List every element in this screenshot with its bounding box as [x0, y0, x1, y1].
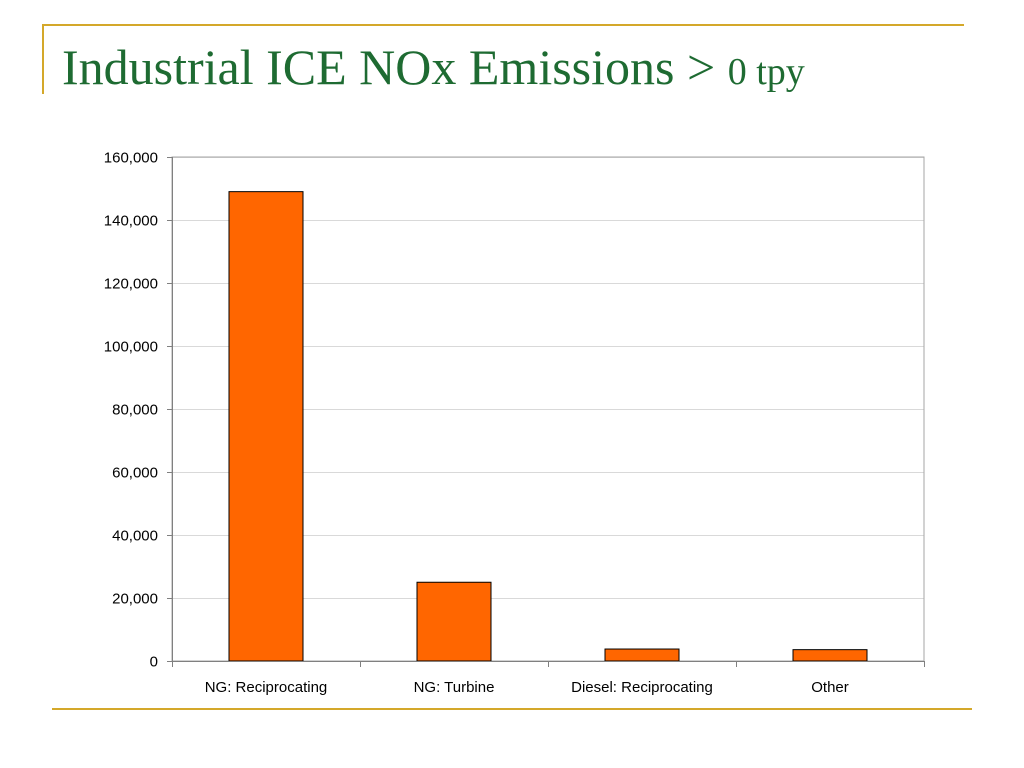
y-tick-label: 80,000	[112, 402, 158, 419]
x-category-label: NG: Turbine	[414, 679, 495, 696]
slide-title: Industrial ICE NOx Emissions > 0 tpy	[62, 40, 805, 95]
y-axis-tick-labels: 0 20,000 40,000 60,000 80,000 100,000 120,000 1…	[104, 150, 158, 671]
bar	[228, 191, 304, 662]
y-tick-label: 20,000	[112, 591, 158, 608]
x-category-label: Other	[811, 679, 849, 696]
y-tick-label: 40,000	[112, 528, 158, 545]
axes	[167, 157, 925, 667]
y-tick-label: 120,000	[104, 276, 158, 293]
y-tick-label: 100,000	[104, 339, 158, 356]
bars	[228, 191, 868, 662]
bar	[792, 649, 868, 662]
y-tick-label: 160,000	[104, 150, 158, 167]
top-accent-line	[42, 24, 964, 26]
y-tick-label: 140,000	[104, 213, 158, 230]
y-tick-label: 60,000	[112, 465, 158, 482]
bar	[416, 581, 492, 662]
slide-title-main: Industrial ICE NOx Emissions >	[62, 39, 716, 95]
left-accent-line	[42, 24, 44, 94]
slide-title-tail: 0 tpy	[727, 51, 805, 93]
y-tick-label: 0	[150, 654, 158, 671]
x-category-label: NG: Reciprocating	[205, 679, 328, 696]
bottom-accent-line	[52, 708, 972, 710]
x-axis-category-labels: NG: Reciprocating NG: Turbine Diesel: Reci…	[205, 679, 849, 696]
x-category-label: Diesel: Reciprocating	[571, 679, 713, 696]
bar	[604, 648, 680, 662]
